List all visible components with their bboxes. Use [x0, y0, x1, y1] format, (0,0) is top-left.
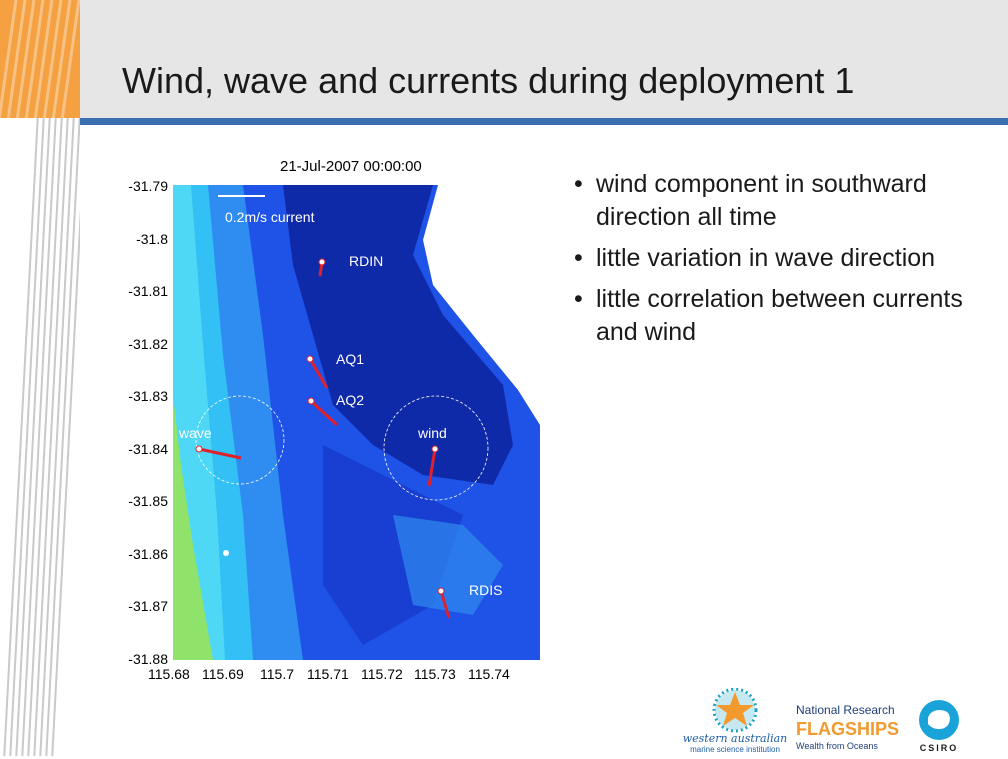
- y-tick-label: -31.86: [128, 546, 168, 562]
- corner-decoration: [0, 0, 80, 118]
- x-tick-label: 115.73: [414, 666, 456, 682]
- y-tick-label: -31.83: [128, 388, 168, 404]
- figure-title: 21-Jul-2007 00:00:00: [280, 158, 422, 175]
- bullet-text: little variation in wave direction: [596, 244, 936, 272]
- flagships-line1: National Research: [796, 703, 895, 717]
- x-tick-label: 115.7: [260, 666, 294, 682]
- flagships-line3: Wealth from Oceans: [796, 741, 878, 751]
- csiro-text: CSIRO: [920, 743, 959, 753]
- flagships-logo: National Research FLAGSHIPS Wealth from …: [796, 700, 911, 754]
- y-tick-label: -31.79: [128, 178, 168, 194]
- scale-label: 0.2m/s current: [225, 209, 315, 225]
- bullet-text: little correlation between currents and …: [596, 285, 963, 346]
- csiro-logo: CSIRO: [914, 698, 964, 754]
- bullet-dot: •: [574, 244, 583, 272]
- y-tick-label: -31.87: [128, 598, 168, 614]
- current-map: 0.2m/s current RDIN AQ1 AQ2 wave wind RD…: [173, 185, 540, 660]
- slide-title: Wind, wave and currents during deploymen…: [122, 60, 855, 101]
- y-tick-label: -31.81: [128, 283, 168, 299]
- x-tick-label: 115.68: [148, 666, 190, 682]
- y-tick-label: -31.8: [136, 231, 168, 247]
- map-canvas: [173, 185, 540, 660]
- y-tick-label: -31.88: [128, 651, 168, 667]
- bullet-item: • little variation in wave direction: [574, 242, 994, 275]
- waims-star-icon: western australian marine science instit…: [683, 687, 788, 754]
- x-tick-label: 115.69: [202, 666, 244, 682]
- station-label-aq1: AQ1: [336, 351, 365, 367]
- bullet-item: • little correlation between currents an…: [574, 283, 994, 349]
- station-label-rdis: RDIS: [469, 582, 503, 598]
- bullet-dot: •: [574, 170, 583, 198]
- waims-line1: western australian: [683, 732, 788, 745]
- bullet-item: • wind component in southward direction …: [574, 168, 994, 234]
- flagships-line2: FLAGSHIPS: [796, 719, 899, 739]
- y-tick-label: -31.82: [128, 336, 168, 352]
- y-tick-label: -31.85: [128, 493, 168, 509]
- bullet-dot: •: [574, 285, 583, 313]
- station-label-rdin: RDIN: [349, 253, 384, 269]
- bullet-text: wind component in southward direction al…: [596, 170, 927, 231]
- left-stripe-decoration: [0, 118, 80, 756]
- x-tick-label: 115.71: [307, 666, 349, 682]
- waims-logo: western australian marine science instit…: [680, 687, 790, 754]
- x-tick-label: 115.72: [361, 666, 403, 682]
- bullet-list: • wind component in southward direction …: [574, 168, 994, 357]
- station-label-wind: wind: [418, 425, 447, 441]
- waims-line2: marine science institution: [690, 745, 780, 754]
- map-figure: 21-Jul-2007 00:00:00 -31.79 -31.8 -31.81…: [100, 150, 560, 690]
- header-band: [0, 0, 1008, 118]
- x-tick-label: 115.74: [468, 666, 510, 682]
- title-underline: [80, 118, 1008, 125]
- y-tick-label: -31.84: [128, 441, 168, 457]
- station-label-wave: wave: [179, 425, 212, 441]
- station-label-aq2: AQ2: [336, 392, 365, 408]
